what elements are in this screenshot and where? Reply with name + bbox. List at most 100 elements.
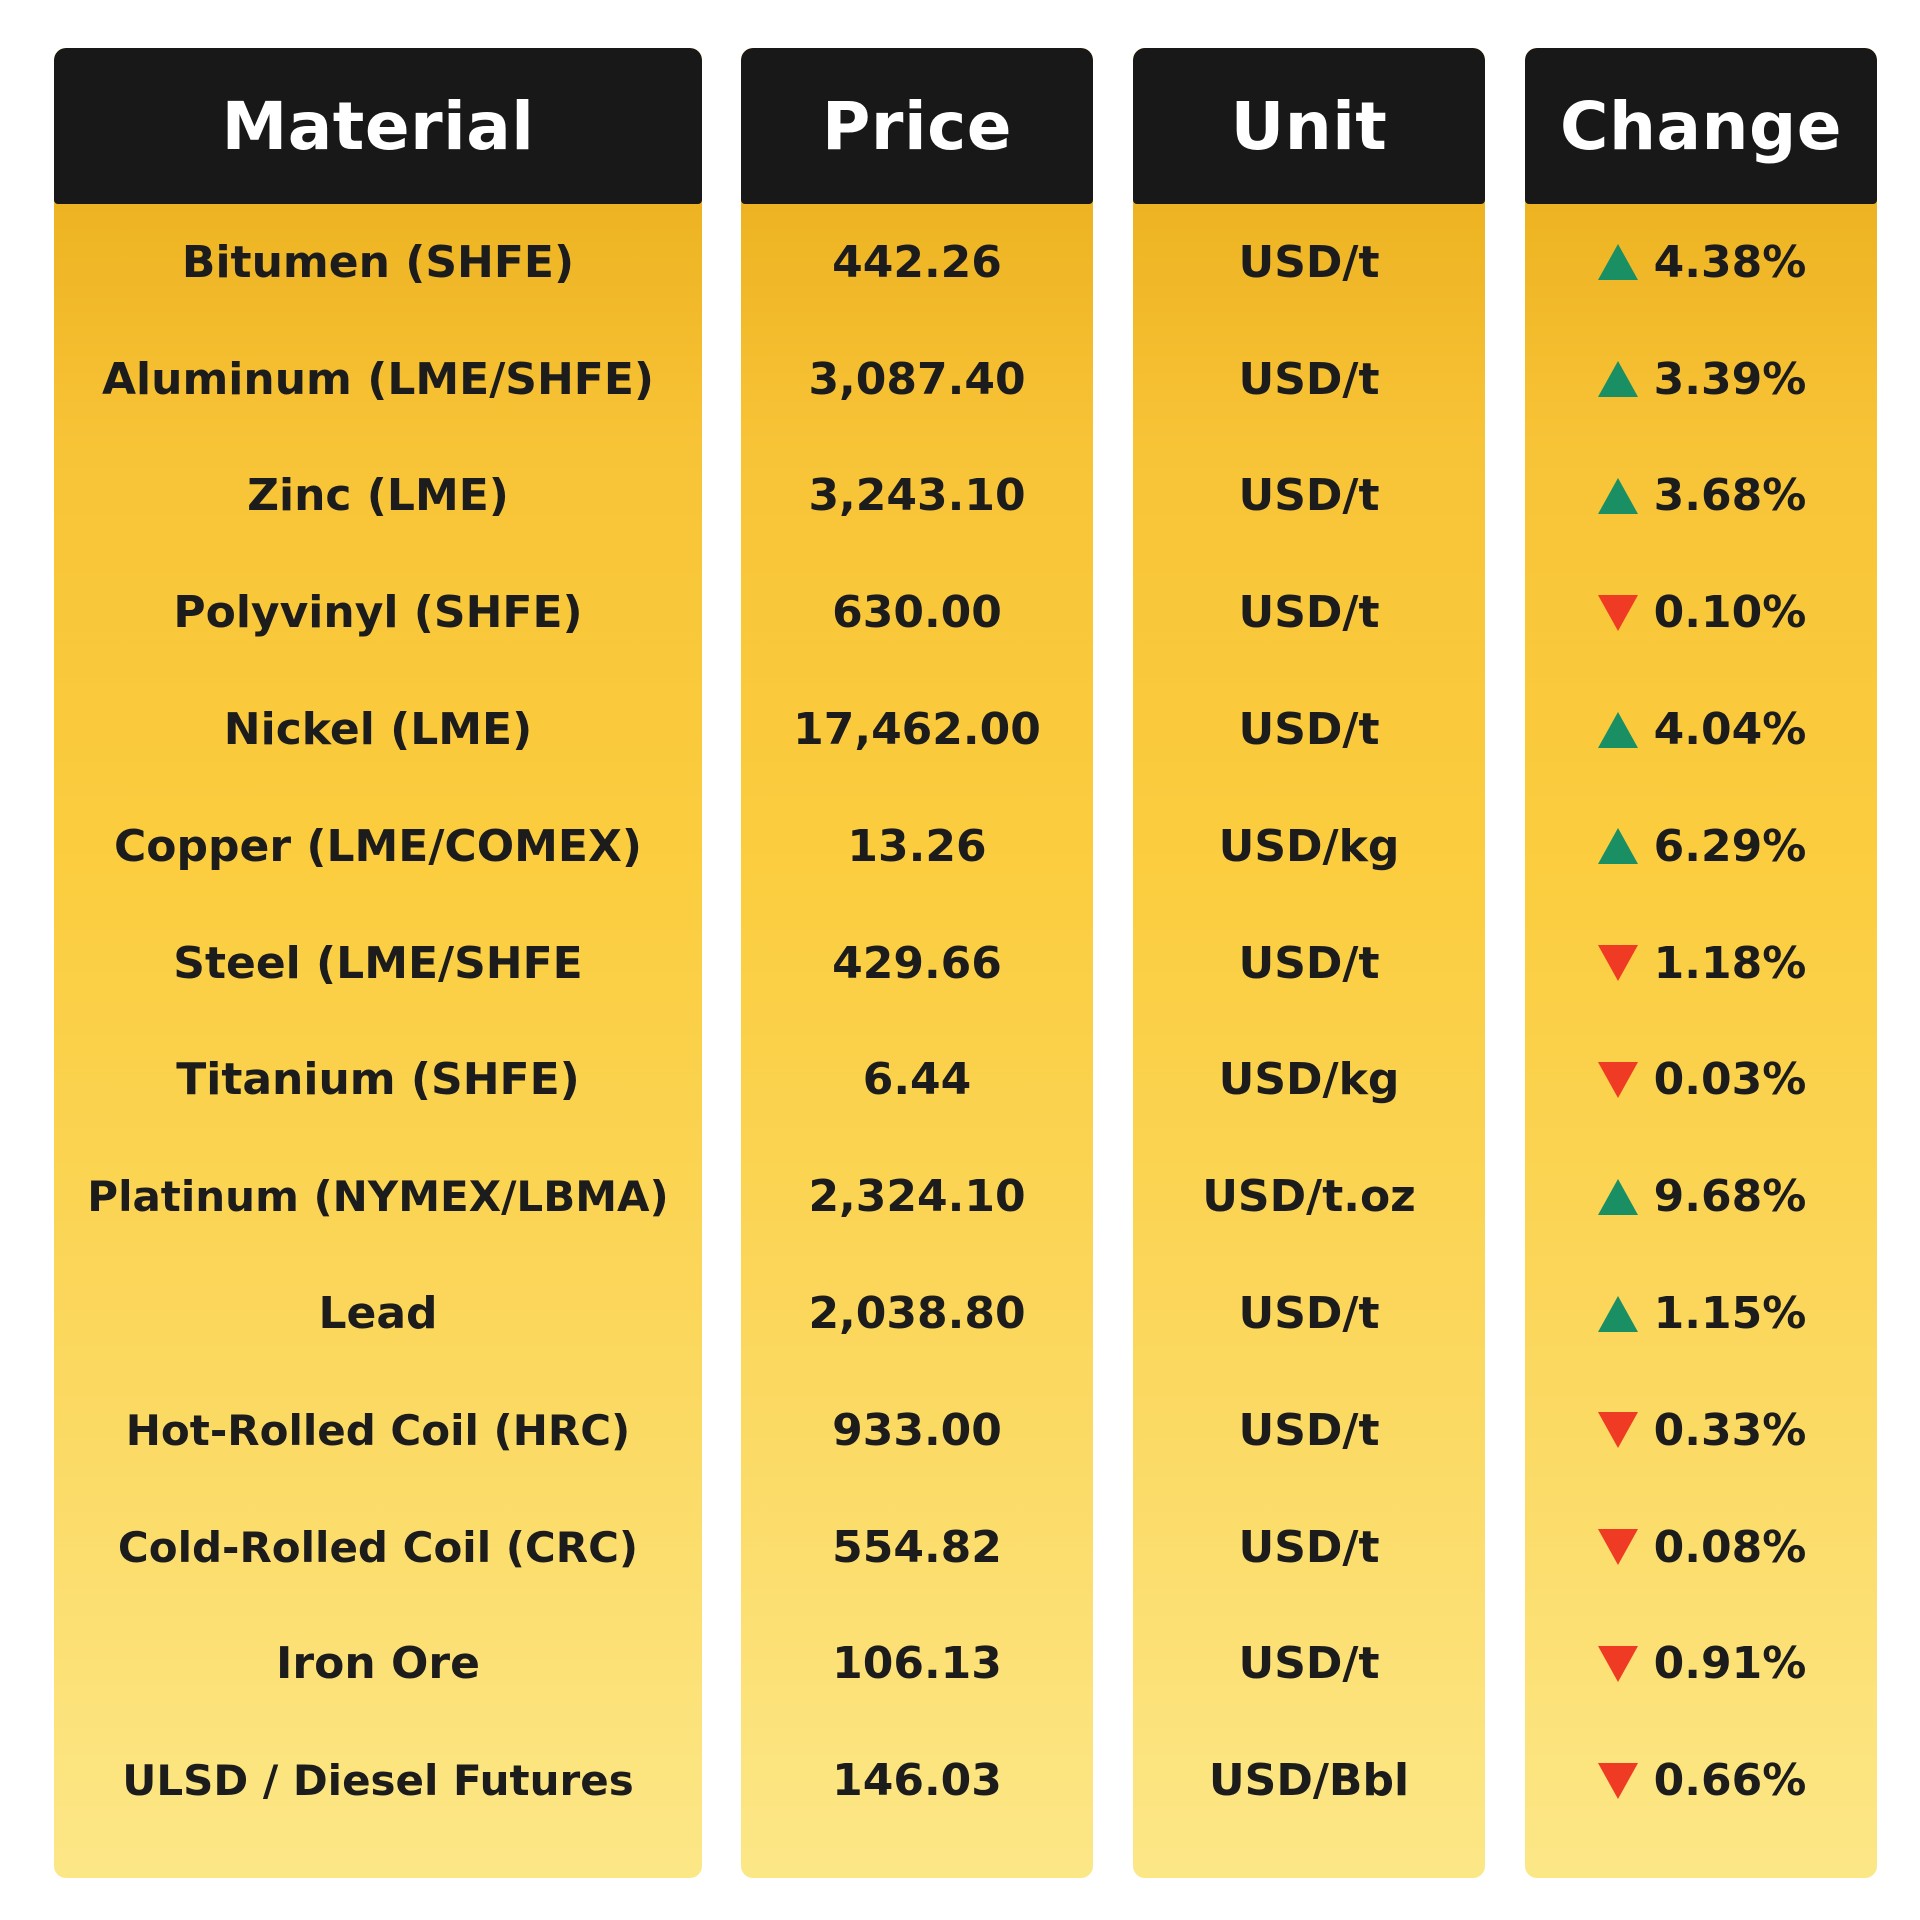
material-cell: ULSD / Diesel Futures	[122, 1756, 634, 1806]
price-cell: 3,243.10	[808, 470, 1026, 522]
unit-cell: USD/kg	[1218, 820, 1400, 872]
unit-cell: USD/t	[1238, 704, 1380, 756]
unit-cell: USD/kg	[1218, 1054, 1400, 1106]
unit-header: Unit	[1133, 48, 1485, 204]
unit-cell: USD/t.oz	[1202, 1171, 1416, 1223]
triangle-up-icon	[1596, 710, 1640, 750]
unit-column: Unit USD/t USD/t USD/t USD/t USD/t USD/kg USD/…	[1133, 48, 1485, 1878]
unit-cell: USD/t	[1238, 937, 1380, 989]
change-value-group: 0.03%	[1596, 1054, 1807, 1106]
unit-cell: USD/t	[1238, 1404, 1380, 1456]
change-cell: 0.91%	[1525, 1606, 1877, 1723]
price-cell: 442.26	[832, 236, 1002, 288]
triangle-down-icon	[1596, 1527, 1640, 1567]
change-percent: 4.38%	[1653, 236, 1807, 288]
change-cell: 4.04%	[1525, 671, 1877, 788]
change-percent: 1.15%	[1653, 1288, 1807, 1340]
price-cell: 3,087.40	[808, 353, 1026, 405]
price-cell: 106.13	[832, 1638, 1002, 1690]
change-cell: 1.15%	[1525, 1255, 1877, 1372]
change-percent: 0.33%	[1653, 1404, 1807, 1456]
change-cell: 0.03%	[1525, 1022, 1877, 1139]
unit-cell: USD/t	[1238, 587, 1380, 639]
change-value-group: 3.39%	[1596, 353, 1807, 405]
triangle-up-icon	[1596, 242, 1640, 282]
change-cell: 3.39%	[1525, 321, 1877, 438]
unit-column-body: USD/t USD/t USD/t USD/t USD/t USD/kg USD/t USD/…	[1133, 204, 1485, 1839]
material-cell: Copper (LME/COMEX)	[114, 820, 642, 872]
change-percent: 3.39%	[1653, 353, 1807, 405]
change-value-group: 4.38%	[1596, 236, 1807, 288]
material-cell: Platinum (NYMEX/LBMA)	[87, 1172, 669, 1222]
triangle-down-icon	[1596, 1761, 1640, 1801]
price-cell: 554.82	[832, 1521, 1002, 1573]
price-cell: 13.26	[847, 820, 987, 872]
unit-cell: USD/t	[1238, 353, 1380, 405]
material-cell: Iron Ore	[276, 1638, 480, 1690]
unit-cell: USD/t	[1238, 470, 1380, 522]
price-header: Price	[741, 48, 1093, 204]
material-cell: Bitumen (SHFE)	[181, 236, 575, 288]
price-cell: 429.66	[832, 937, 1002, 989]
triangle-up-icon	[1596, 1294, 1640, 1334]
price-cell: 2,324.10	[808, 1171, 1026, 1223]
change-cell: 4.38%	[1525, 204, 1877, 321]
change-cell: 6.29%	[1525, 788, 1877, 905]
price-cell: 6.44	[862, 1054, 972, 1106]
unit-cell: USD/Bbl	[1208, 1755, 1410, 1807]
price-column-body: 442.26 3,087.40 3,243.10 630.00 17,462.00 13.…	[741, 204, 1093, 1839]
material-cell: Cold-Rolled Coil (CRC)	[117, 1522, 639, 1572]
price-cell: 17,462.00	[793, 704, 1041, 756]
change-cell: 1.18%	[1525, 905, 1877, 1022]
change-percent: 0.91%	[1653, 1638, 1807, 1690]
change-value-group: 0.08%	[1596, 1521, 1807, 1573]
price-cell: 933.00	[832, 1404, 1002, 1456]
change-percent: 1.18%	[1653, 937, 1807, 989]
triangle-up-icon	[1596, 476, 1640, 516]
triangle-down-icon	[1596, 1644, 1640, 1684]
change-value-group: 9.68%	[1596, 1171, 1807, 1223]
change-percent: 6.29%	[1653, 820, 1807, 872]
change-column-body: 4.38% 3.39% 3.68% 0.10% 4.04% 6.29% 1.18% 0.03%…	[1525, 204, 1877, 1839]
material-cell: Lead	[318, 1288, 438, 1340]
price-cell: 630.00	[832, 587, 1002, 639]
change-percent: 0.03%	[1653, 1054, 1807, 1106]
change-header: Change	[1525, 48, 1877, 204]
change-value-group: 3.68%	[1596, 470, 1806, 521]
change-value-group: 0.66%	[1596, 1755, 1807, 1807]
change-cell: 9.68%	[1525, 1138, 1877, 1255]
change-cell: 3.68%	[1525, 438, 1877, 555]
triangle-down-icon	[1596, 1410, 1640, 1450]
change-percent: 9.68%	[1653, 1171, 1807, 1223]
change-value-group: 1.15%	[1596, 1288, 1807, 1340]
change-cell: 0.10%	[1525, 554, 1877, 671]
material-cell: Zinc (LME)	[247, 470, 509, 522]
triangle-up-icon	[1596, 1177, 1640, 1217]
triangle-up-icon	[1596, 359, 1640, 399]
change-value-group: 4.04%	[1596, 704, 1807, 756]
material-cell: Polyvinyl (SHFE)	[173, 587, 583, 639]
triangle-down-icon	[1596, 943, 1640, 983]
price-cell: 2,038.80	[808, 1288, 1026, 1340]
change-percent: 4.04%	[1653, 704, 1807, 756]
change-value-group: 0.91%	[1596, 1638, 1807, 1690]
change-cell: 0.33%	[1525, 1372, 1877, 1489]
unit-cell: USD/t	[1238, 1288, 1380, 1340]
change-percent: 0.08%	[1653, 1521, 1807, 1573]
material-cell: Steel (LME/SHFE	[173, 937, 583, 989]
triangle-down-icon	[1596, 593, 1640, 633]
material-cell: Nickel (LME)	[223, 704, 533, 756]
change-cell: 0.66%	[1525, 1722, 1877, 1839]
triangle-up-icon	[1596, 826, 1640, 866]
unit-cell: USD/t	[1238, 236, 1380, 288]
change-value-group: 1.18%	[1596, 937, 1807, 989]
material-header: Material	[54, 48, 702, 204]
material-column: Material Bitumen (SHFE) Aluminum (LME/SHF…	[54, 48, 702, 1878]
change-percent: 0.66%	[1653, 1755, 1807, 1807]
change-cell: 0.08%	[1525, 1489, 1877, 1606]
unit-cell: USD/t	[1238, 1521, 1380, 1573]
price-cell: 146.03	[832, 1755, 1002, 1807]
unit-cell: USD/t	[1238, 1638, 1380, 1690]
price-column: Price 442.26 3,087.40 3,243.10 630.00 17,462…	[741, 48, 1093, 1878]
material-cell: Hot-Rolled Coil (HRC)	[125, 1405, 631, 1455]
